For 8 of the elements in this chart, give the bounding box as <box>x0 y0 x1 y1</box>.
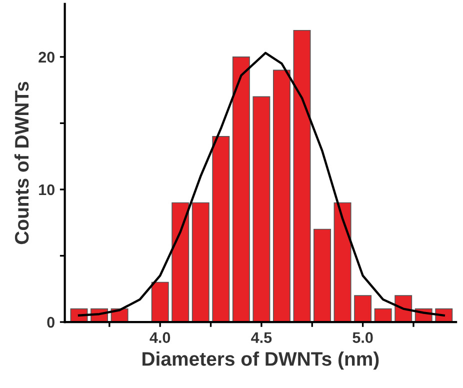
y-tick-label: 20 <box>38 52 54 63</box>
x-tick-label: 5.0 <box>352 332 373 343</box>
y-tick-label: 0 <box>47 316 54 328</box>
x-tick-label: 4.0 <box>150 332 170 343</box>
x-axis-title: Diameters of DWNTs (nm) <box>142 352 379 370</box>
y-axis-title: Counts of DWNTs <box>14 82 29 244</box>
y-tick-label: 10 <box>39 184 54 196</box>
x-tick-label: 4.5 <box>251 332 272 343</box>
